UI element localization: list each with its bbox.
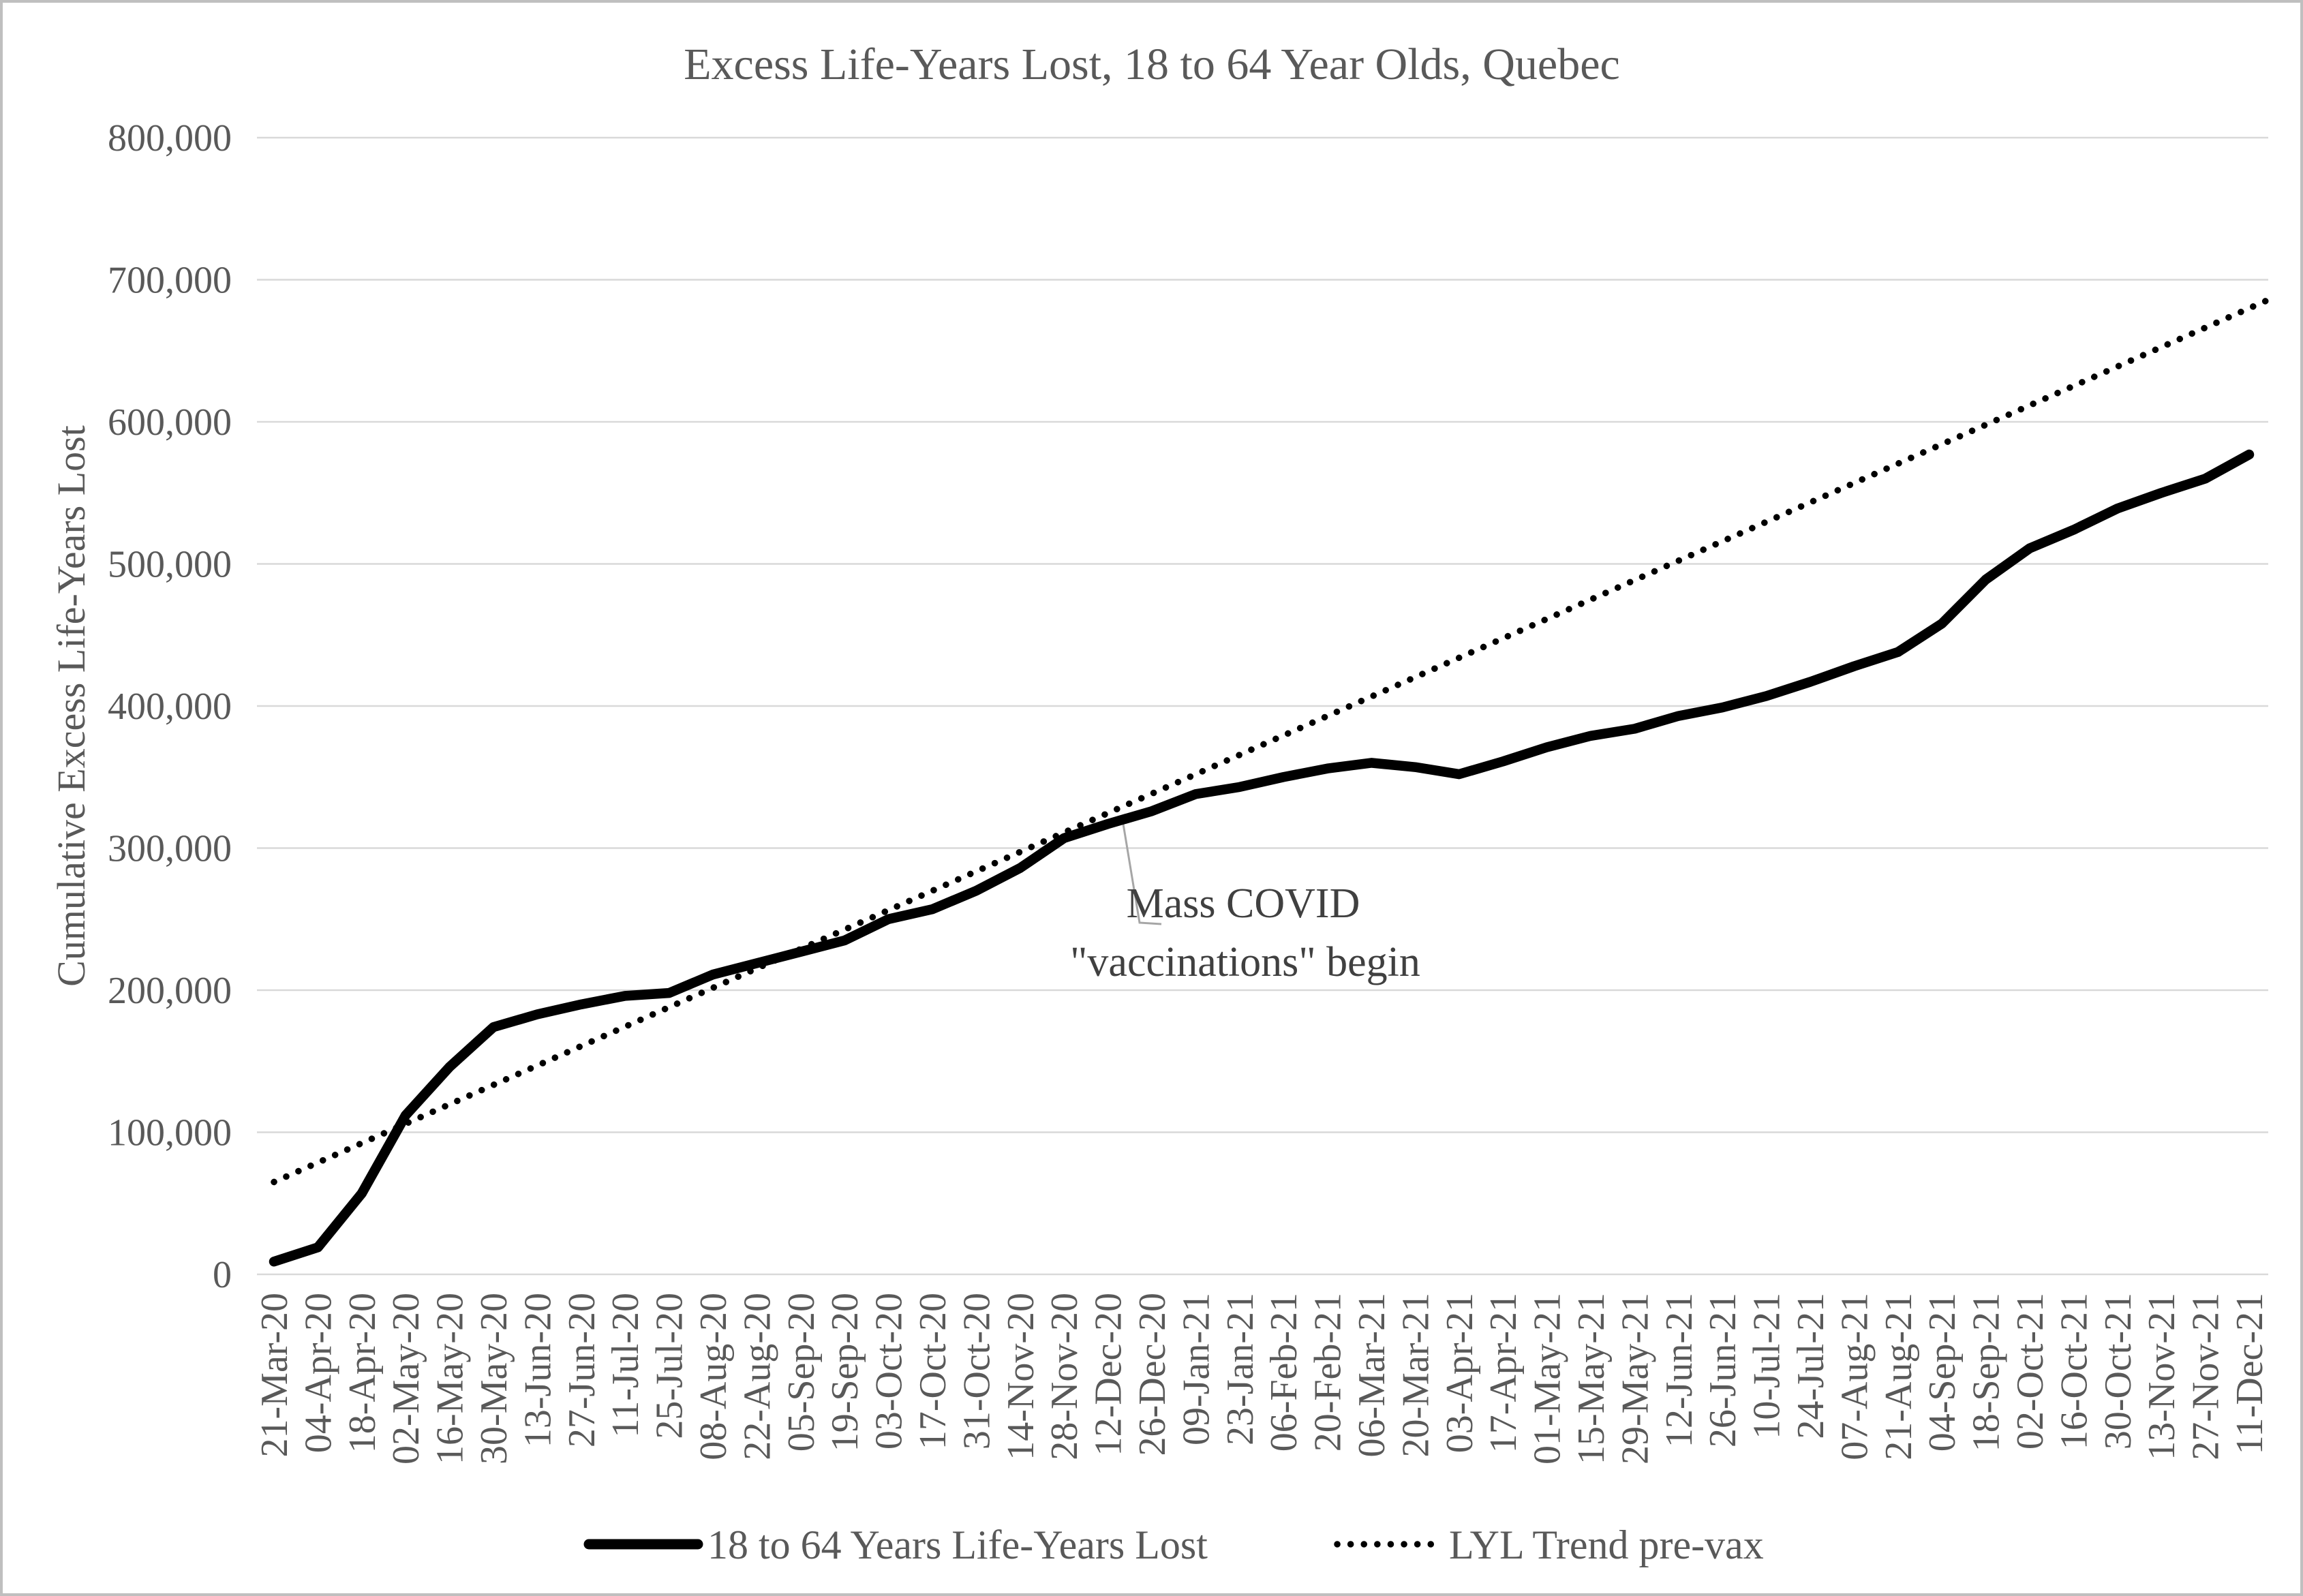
x-tick-label: 19-Sep-20 bbox=[824, 1293, 866, 1452]
y-tick-label: 100,000 bbox=[108, 1112, 232, 1154]
x-tick-label: 07-Aug-21 bbox=[1833, 1293, 1876, 1460]
x-tick-label: 03-Apr-21 bbox=[1439, 1293, 1481, 1453]
series-line-18-64-life-years-lost bbox=[269, 449, 2255, 1267]
y-axis-title: Cumulative Excess Life-Years Lost bbox=[49, 425, 93, 987]
y-tick-label: 0 bbox=[213, 1254, 232, 1296]
series-layer bbox=[269, 298, 2269, 1267]
y-tick-label: 800,000 bbox=[108, 117, 232, 159]
annotation-line1: Mass COVID bbox=[1127, 880, 1360, 927]
x-tick-label: 16-Oct-21 bbox=[2053, 1293, 2095, 1449]
x-tick-label: 08-Aug-20 bbox=[692, 1293, 735, 1460]
annotation-leader-line bbox=[1122, 823, 1162, 925]
x-tick-label: 16-May-20 bbox=[429, 1293, 472, 1464]
y-tick-label: 600,000 bbox=[108, 401, 232, 444]
x-tick-label: 26-Jun-21 bbox=[1702, 1293, 1744, 1447]
x-tick-label: 17-Oct-20 bbox=[912, 1293, 954, 1449]
y-tick-label: 700,000 bbox=[108, 260, 232, 302]
x-tick-label: 18-Apr-20 bbox=[341, 1293, 384, 1453]
x-tick-label: 21-Aug-21 bbox=[1878, 1293, 1920, 1460]
y-tick-label: 200,000 bbox=[108, 970, 232, 1012]
x-tick-label: 28-Nov-20 bbox=[1043, 1293, 1086, 1460]
x-tick-label: 12-Jun-21 bbox=[1658, 1293, 1700, 1447]
x-tick-label: 27-Nov-21 bbox=[2185, 1293, 2227, 1460]
x-tick-label: 01-May-21 bbox=[1527, 1293, 1569, 1464]
x-tick-label: 15-May-21 bbox=[1570, 1293, 1613, 1464]
legend: 18 to 64 Years Life-Years Lost LYL Trend… bbox=[583, 1522, 1764, 1567]
y-tick-label: 500,000 bbox=[108, 544, 232, 586]
x-tick-label: 05-Sep-20 bbox=[780, 1293, 823, 1452]
y-tick-labels: 0 100,000 200,000 300,000 400,000 500,000 600,… bbox=[108, 117, 232, 1296]
x-tick-label: 26-Dec-20 bbox=[1131, 1293, 1174, 1456]
x-tick-label: 09-Jan-21 bbox=[1175, 1293, 1217, 1445]
x-tick-label: 04-Apr-20 bbox=[297, 1293, 339, 1453]
x-tick-label: 25-Jul-20 bbox=[649, 1293, 691, 1439]
x-tick-label: 30-Oct-21 bbox=[2097, 1293, 2139, 1449]
y-tick-label: 400,000 bbox=[108, 686, 232, 728]
x-tick-label: 10-Jul-21 bbox=[1746, 1293, 1788, 1439]
x-tick-label: 18-Sep-21 bbox=[1966, 1293, 2008, 1452]
annotation-line2: "vaccinations" begin bbox=[1070, 939, 1420, 985]
x-tick-label: 13-Nov-21 bbox=[2141, 1293, 2183, 1460]
x-tick-label: 17-Apr-21 bbox=[1482, 1293, 1525, 1453]
legend-label-series1: 18 to 64 Years Life-Years Lost bbox=[707, 1522, 1208, 1567]
x-tick-label: 29-May-21 bbox=[1614, 1293, 1656, 1464]
excess-life-years-chart: Excess Life-Years Lost, 18 to 64 Year Ol… bbox=[49, 40, 2271, 1567]
x-tick-label: 06-Feb-21 bbox=[1263, 1293, 1305, 1452]
trend-line-pre-vax bbox=[271, 298, 2269, 1186]
x-tick-label: 20-Feb-21 bbox=[1307, 1293, 1349, 1452]
x-tick-label: 13-Jun-20 bbox=[517, 1293, 559, 1447]
x-tick-label: 11-Jul-20 bbox=[605, 1293, 647, 1438]
x-tick-label: 02-May-20 bbox=[385, 1293, 427, 1464]
x-tick-label: 22-Aug-20 bbox=[736, 1293, 778, 1460]
x-tick-label: 23-Jan-21 bbox=[1219, 1293, 1262, 1445]
x-tick-label: 03-Oct-20 bbox=[868, 1293, 911, 1449]
x-tick-label: 21-Mar-20 bbox=[254, 1293, 296, 1457]
x-tick-label: 04-Sep-21 bbox=[1921, 1293, 1964, 1452]
x-tick-label: 30-May-20 bbox=[473, 1293, 515, 1464]
x-tick-label: 11-Dec-21 bbox=[2229, 1293, 2271, 1454]
legend-label-series2: LYL Trend pre-vax bbox=[1449, 1522, 1764, 1567]
x-tick-label: 31-Oct-20 bbox=[956, 1293, 998, 1449]
x-tick-label: 14-Nov-20 bbox=[1000, 1293, 1042, 1460]
x-tick-label: 24-Jul-21 bbox=[1790, 1293, 1832, 1439]
x-tick-label: 12-Dec-20 bbox=[1088, 1293, 1130, 1456]
x-tick-label: 06-Mar-21 bbox=[1351, 1293, 1393, 1457]
x-tick-labels: 21-Mar-20 04-Apr-20 18-Apr-20 02-May-20 16-M… bbox=[254, 1293, 2271, 1464]
x-tick-label: 20-Mar-21 bbox=[1394, 1293, 1437, 1457]
gridlines bbox=[257, 136, 2268, 1276]
chart-title: Excess Life-Years Lost, 18 to 64 Year Ol… bbox=[684, 40, 1620, 89]
y-tick-label: 300,000 bbox=[108, 828, 232, 870]
x-tick-label: 27-Jun-20 bbox=[561, 1293, 603, 1447]
x-tick-label: 02-Oct-21 bbox=[2009, 1293, 2052, 1449]
